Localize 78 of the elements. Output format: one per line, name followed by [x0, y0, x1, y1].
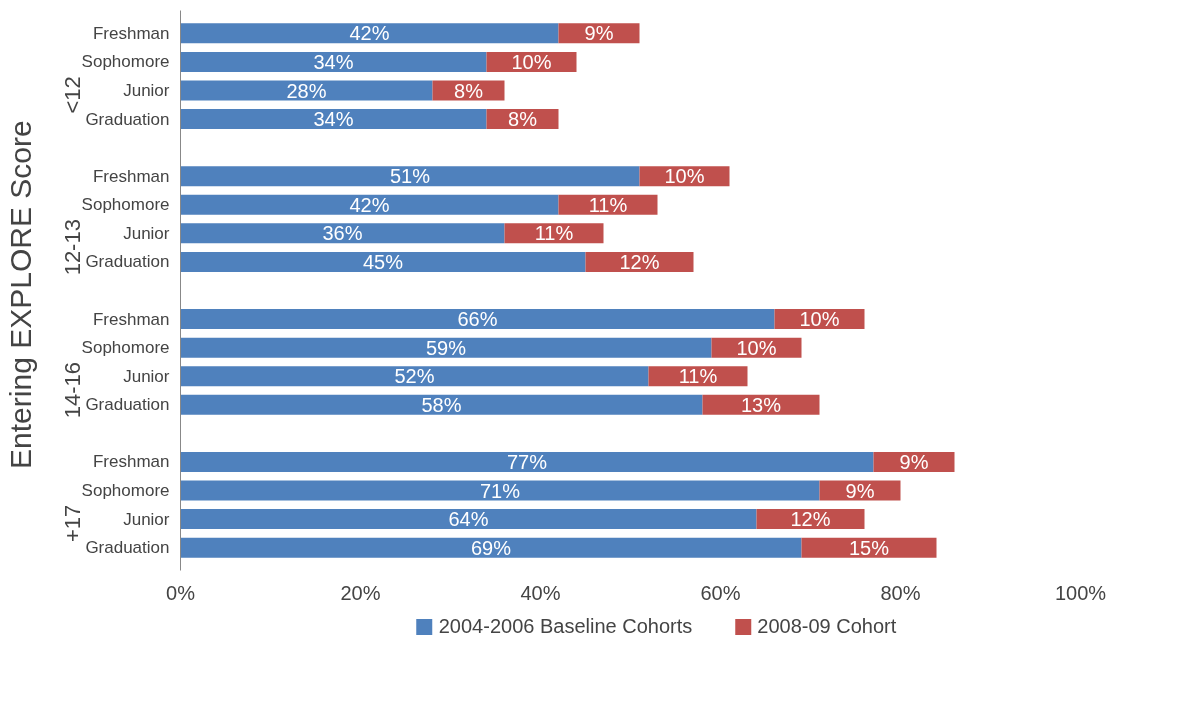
y-tick-label: Freshman — [92, 309, 170, 329]
bar — [801, 537, 937, 558]
x-tick-label: 100% — [1054, 581, 1107, 604]
bar — [180, 80, 433, 101]
data-label: 9% — [584, 22, 614, 45]
data-label: 9% — [899, 450, 929, 473]
bar — [180, 509, 757, 530]
y-tick-label: Freshman — [92, 452, 170, 472]
data-label: 8% — [508, 108, 538, 131]
bar — [180, 109, 487, 130]
data-label: 45% — [362, 250, 404, 273]
data-label: 77% — [506, 450, 548, 473]
bar — [180, 251, 586, 272]
data-label: 42% — [349, 193, 390, 216]
data-label: 10% — [799, 308, 840, 331]
data-label: 71% — [479, 479, 521, 502]
data-label: 8% — [454, 79, 484, 102]
bar — [180, 309, 775, 330]
text: 12-13 — [60, 219, 85, 276]
data-label: 36% — [322, 222, 363, 245]
y-tick-label: Graduation — [85, 109, 170, 129]
data-label: 59% — [425, 336, 467, 359]
data-label: 58% — [421, 393, 462, 416]
bar — [180, 23, 559, 44]
y-axis-title: Entering EXPLORE Score — [3, 120, 37, 469]
y-tick-label: Sophomore — [81, 52, 170, 72]
data-label: 52% — [394, 365, 435, 388]
data-label: 11% — [678, 365, 718, 388]
data-label: 34% — [313, 50, 354, 73]
y-tick-label: Sophomore — [81, 481, 170, 500]
y-tick-label: Junior — [123, 223, 170, 243]
x-tick-label: 80% — [880, 581, 921, 604]
data-label: 9% — [845, 479, 875, 502]
data-label: 42% — [349, 22, 390, 45]
bar — [180, 337, 712, 358]
data-label: 51% — [389, 165, 431, 188]
data-label: 34% — [313, 108, 354, 131]
bar — [180, 537, 802, 558]
text: 14-16 — [60, 361, 85, 419]
y-tick-label: Junior — [123, 366, 170, 386]
y-tick-label: Graduation — [85, 252, 170, 272]
data-label: 11% — [534, 222, 574, 245]
data-label: 28% — [286, 79, 327, 102]
data-label: 64% — [448, 508, 489, 531]
data-label: 13% — [740, 393, 782, 416]
x-tick-label: 20% — [340, 581, 381, 604]
text: <12 — [60, 76, 85, 114]
data-label: 10% — [736, 336, 777, 359]
data-label: 10% — [511, 50, 552, 73]
y-tick-label: Freshman — [92, 23, 170, 43]
y-tick-label: Sophomore — [81, 338, 170, 358]
data-label: 10% — [664, 165, 705, 188]
y-tick-label: Graduation — [85, 395, 170, 415]
legend-label: 2008-09 Cohort — [757, 614, 897, 638]
legend-label: 2004-2006 Baseline Cohorts — [438, 614, 693, 638]
bar — [180, 451, 874, 472]
bar — [180, 166, 640, 187]
text: +17 — [60, 504, 85, 543]
bar — [180, 51, 487, 72]
y-tick-label: Graduation — [85, 538, 170, 558]
y-tick-label: Sophomore — [81, 195, 170, 215]
y-tick-label: Freshman — [92, 166, 170, 186]
bar — [180, 394, 703, 415]
x-tick-label: 60% — [700, 581, 741, 604]
bar — [180, 480, 820, 501]
data-label: 11% — [588, 193, 628, 216]
bar — [180, 223, 505, 244]
y-tick-label: Junior — [123, 509, 170, 529]
bar — [180, 194, 559, 215]
data-label: 66% — [457, 308, 498, 331]
data-label: 15% — [848, 536, 890, 559]
bar — [180, 366, 649, 387]
data-label: 69% — [470, 536, 512, 559]
x-tick-label: 40% — [520, 581, 561, 604]
y-tick-label: Junior — [123, 81, 170, 100]
x-tick-label: 0% — [166, 581, 196, 604]
data-label: 12% — [619, 250, 660, 273]
data-label: 12% — [790, 508, 831, 531]
